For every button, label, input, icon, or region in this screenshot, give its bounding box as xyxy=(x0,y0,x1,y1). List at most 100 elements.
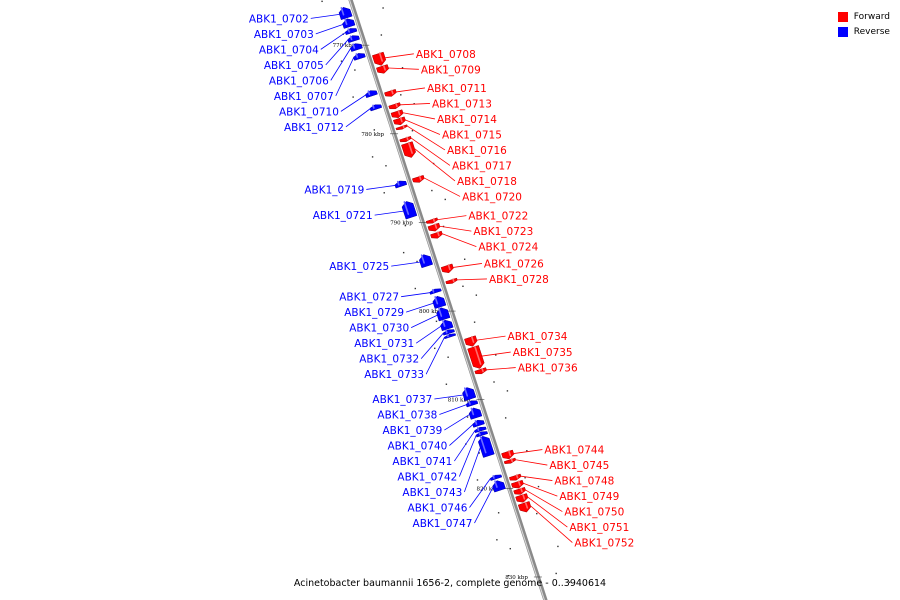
gene-arrow-ABK1_0716[interactable] xyxy=(395,124,408,131)
gene-label-ABK1_0722[interactable]: ABK1_0722 xyxy=(468,211,528,223)
gene-arrow-ABK1_0737[interactable] xyxy=(462,387,477,402)
gene-label-ABK1_0741[interactable]: ABK1_0741 xyxy=(392,456,452,468)
gene-arrow-ABK1_0748[interactable] xyxy=(508,473,522,481)
gene-arrow-ABK1_0750[interactable] xyxy=(513,486,526,495)
gene-label-ABK1_0739[interactable]: ABK1_0739 xyxy=(382,425,442,437)
gene-label-ABK1_0737[interactable]: ABK1_0737 xyxy=(372,394,432,406)
gene-label-ABK1_0727[interactable]: ABK1_0727 xyxy=(339,292,399,304)
gene-arrow-ABK1_0741[interactable] xyxy=(474,426,487,434)
gene-arrow-ABK1_0710[interactable] xyxy=(365,90,378,99)
gene-arrow-ABK1_0702[interactable] xyxy=(338,7,353,21)
gene-arrow-ABK1_0749[interactable] xyxy=(510,479,524,489)
gene-label-ABK1_0704[interactable]: ABK1_0704 xyxy=(259,44,319,56)
gene-arrow-ABK1_0703[interactable] xyxy=(342,18,356,29)
gene-label-ABK1_0712[interactable]: ABK1_0712 xyxy=(284,122,344,134)
gene-label-ABK1_0706[interactable]: ABK1_0706 xyxy=(269,75,329,87)
gene-arrow-ABK1_0728[interactable] xyxy=(445,277,458,285)
gene-label-ABK1_0709[interactable]: ABK1_0709 xyxy=(421,64,481,76)
gene-arrow-ABK1_0718[interactable] xyxy=(401,141,416,158)
gene-label-ABK1_0723[interactable]: ABK1_0723 xyxy=(473,226,533,238)
gene-arrow-ABK1_0714[interactable] xyxy=(390,109,404,118)
gene-arrow-ABK1_0722[interactable] xyxy=(425,217,439,224)
gene-label-ABK1_0725[interactable]: ABK1_0725 xyxy=(329,261,389,273)
gene-arrow-ABK1_0723[interactable] xyxy=(427,222,441,232)
gene-label-ABK1_0708[interactable]: ABK1_0708 xyxy=(416,49,476,61)
gene-arrow-ABK1_0709[interactable] xyxy=(376,64,389,74)
gene-arrow-ABK1_0712[interactable] xyxy=(369,104,383,112)
gene-arrow-ABK1_0708[interactable] xyxy=(371,51,387,66)
gene-arrow-ABK1_0729[interactable] xyxy=(432,295,447,309)
gene-label-ABK1_0746[interactable]: ABK1_0746 xyxy=(408,503,468,515)
gene-arrow-ABK1_0739[interactable] xyxy=(468,407,483,420)
gene-arrow-ABK1_0711[interactable] xyxy=(384,88,397,97)
gene-label-ABK1_0711[interactable]: ABK1_0711 xyxy=(427,83,487,95)
gene-arrow-ABK1_0717[interactable] xyxy=(399,135,412,143)
gene-arrow-ABK1_0736[interactable] xyxy=(474,367,487,375)
gene-label-ABK1_0747[interactable]: ABK1_0747 xyxy=(413,518,473,530)
gene-label-ABK1_0745[interactable]: ABK1_0745 xyxy=(549,460,609,472)
gene-label-ABK1_0749[interactable]: ABK1_0749 xyxy=(559,491,619,503)
gene-arrow-ABK1_0732[interactable] xyxy=(442,329,455,336)
gene-label-ABK1_0707[interactable]: ABK1_0707 xyxy=(274,91,334,103)
gene-label-ABK1_0713[interactable]: ABK1_0713 xyxy=(432,98,492,110)
gene-label-ABK1_0719[interactable]: ABK1_0719 xyxy=(304,184,364,196)
gene-label-ABK1_0732[interactable]: ABK1_0732 xyxy=(359,354,419,366)
gene-arrow-ABK1_0731[interactable] xyxy=(440,319,454,332)
gene-arrow-ABK1_0746[interactable] xyxy=(489,474,503,481)
gene-label-ABK1_0740[interactable]: ABK1_0740 xyxy=(387,441,447,453)
gene-arrow-ABK1_0742[interactable] xyxy=(475,431,489,438)
gene-label-ABK1_0714[interactable]: ABK1_0714 xyxy=(437,114,497,126)
gene-arrow-ABK1_0734[interactable] xyxy=(464,335,478,347)
gene-label-ABK1_0734[interactable]: ABK1_0734 xyxy=(508,331,568,343)
gene-arrow-ABK1_0735[interactable] xyxy=(467,345,485,369)
gene-label-ABK1_0718[interactable]: ABK1_0718 xyxy=(457,176,517,188)
gene-arrow-ABK1_0704[interactable] xyxy=(344,28,358,36)
gene-label-ABK1_0751[interactable]: ABK1_0751 xyxy=(569,522,629,534)
gene-label-ABK1_0726[interactable]: ABK1_0726 xyxy=(484,258,544,270)
gene-arrow-ABK1_0747[interactable] xyxy=(492,480,506,493)
gene-label-ABK1_0721[interactable]: ABK1_0721 xyxy=(313,210,373,222)
gene-label-ABK1_0733[interactable]: ABK1_0733 xyxy=(364,369,424,381)
gene-arrow-ABK1_0726[interactable] xyxy=(440,263,454,274)
gene-label-ABK1_0702[interactable]: ABK1_0702 xyxy=(249,13,309,25)
gene-arrow-ABK1_0719[interactable] xyxy=(394,180,408,189)
gene-label-ABK1_0729[interactable]: ABK1_0729 xyxy=(344,307,404,319)
gene-arrow-ABK1_0715[interactable] xyxy=(392,116,406,126)
gene-label-ABK1_0738[interactable]: ABK1_0738 xyxy=(377,410,437,422)
gene-label-ABK1_0730[interactable]: ABK1_0730 xyxy=(349,323,409,335)
gene-arrow-ABK1_0744[interactable] xyxy=(501,449,515,460)
gene-arrow-ABK1_0733[interactable] xyxy=(444,333,457,340)
gene-label-ABK1_0743[interactable]: ABK1_0743 xyxy=(402,487,462,499)
gene-label-ABK1_0710[interactable]: ABK1_0710 xyxy=(279,106,339,118)
gene-arrow-ABK1_0752[interactable] xyxy=(517,501,532,513)
gene-arrow-ABK1_0720[interactable] xyxy=(411,174,425,183)
gene-label-ABK1_0748[interactable]: ABK1_0748 xyxy=(554,476,614,488)
gene-arrow-ABK1_0738[interactable] xyxy=(465,400,479,408)
gene-arrow-ABK1_0727[interactable] xyxy=(429,288,442,295)
gene-label-ABK1_0703[interactable]: ABK1_0703 xyxy=(254,29,314,41)
gene-label-ABK1_0744[interactable]: ABK1_0744 xyxy=(544,445,604,457)
gene-label-ABK1_0731[interactable]: ABK1_0731 xyxy=(354,338,414,350)
gene-arrow-ABK1_0713[interactable] xyxy=(388,102,401,110)
gene-arrow-ABK1_0730[interactable] xyxy=(436,307,451,322)
gene-label-ABK1_0716[interactable]: ABK1_0716 xyxy=(447,145,507,157)
gene-label-ABK1_0752[interactable]: ABK1_0752 xyxy=(574,538,634,550)
gene-arrow-ABK1_0707[interactable] xyxy=(353,53,366,61)
gene-label-ABK1_0736[interactable]: ABK1_0736 xyxy=(518,363,578,375)
gene-label-ABK1_0750[interactable]: ABK1_0750 xyxy=(564,507,624,519)
gene-arrow-ABK1_0724[interactable] xyxy=(430,230,443,239)
gene-arrow-ABK1_0725[interactable] xyxy=(419,254,434,269)
gene-label-ABK1_0742[interactable]: ABK1_0742 xyxy=(397,472,457,484)
gene-label-ABK1_0705[interactable]: ABK1_0705 xyxy=(264,60,324,72)
gene-label-ABK1_0735[interactable]: ABK1_0735 xyxy=(513,347,573,359)
gene-arrow-ABK1_0721[interactable] xyxy=(401,201,418,220)
gene-label-ABK1_0717[interactable]: ABK1_0717 xyxy=(452,160,512,172)
gene-arrow-ABK1_0705[interactable] xyxy=(347,35,360,44)
gene-arrow-ABK1_0740[interactable] xyxy=(472,420,485,428)
gene-arrow-ABK1_0745[interactable] xyxy=(503,457,517,464)
gene-label-ABK1_0720[interactable]: ABK1_0720 xyxy=(462,191,522,203)
gene-arrow-ABK1_0706[interactable] xyxy=(350,43,363,52)
gene-label-ABK1_0715[interactable]: ABK1_0715 xyxy=(442,129,502,141)
gene-arrow-ABK1_0751[interactable] xyxy=(515,493,529,503)
gene-arrow-ABK1_0743[interactable] xyxy=(478,435,495,458)
